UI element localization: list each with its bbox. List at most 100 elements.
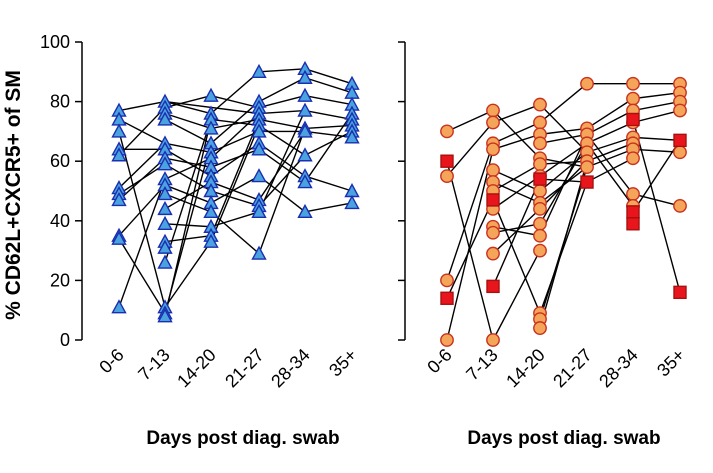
left-data-point (203, 233, 219, 248)
right-connection-line (586, 136, 634, 153)
right-connection-line (492, 250, 541, 341)
right-connection-line (446, 143, 494, 281)
right-connection-line (539, 83, 588, 124)
right-data-point (626, 112, 640, 127)
right-connection-line (539, 142, 588, 177)
left-data-point (297, 203, 313, 219)
left-connection-line (164, 119, 212, 263)
left-x-tick-label: 0-6 (95, 345, 128, 378)
left-connection-line (210, 101, 260, 144)
y-tick-label: 40 (50, 211, 70, 231)
left-data-point (157, 111, 173, 126)
right-connection-line (539, 151, 588, 192)
left-connection-line (210, 211, 260, 255)
left-connection-line (118, 107, 166, 156)
right-connection-line (446, 199, 494, 299)
y-tick-label: 20 (50, 270, 70, 290)
right-data-point (673, 103, 687, 118)
left-data-point (297, 102, 313, 117)
left-data-point (111, 147, 127, 162)
right-data-point (580, 76, 594, 91)
right-data-point (440, 169, 454, 184)
left-connection-line (210, 211, 260, 228)
right-x-tick-label: 21-27 (549, 345, 596, 392)
right-data-point (440, 273, 454, 288)
right-data-point (533, 228, 547, 243)
left-x-axis-label: Days post diag. swab (146, 428, 339, 449)
left-connection-line (164, 119, 212, 317)
left-data-point (297, 69, 313, 84)
left-connection-line (304, 113, 353, 183)
left-connection-line (304, 175, 353, 192)
right-data-point (533, 184, 547, 198)
right-connection-line (539, 127, 588, 136)
right-connection-line (586, 121, 634, 144)
left-data-point (157, 308, 173, 323)
left-connection-line (210, 190, 260, 207)
right-connection-line (446, 149, 494, 341)
left-data-point (297, 87, 313, 102)
right-data-point (626, 205, 640, 219)
right-connection-line (586, 157, 634, 183)
right-connection-line (492, 178, 541, 287)
right-data-point (626, 187, 640, 201)
left-connection-line (210, 148, 260, 168)
left-connection-line (118, 131, 166, 308)
left-data-point (344, 183, 360, 198)
left-connection-line (304, 109, 353, 121)
right-data-point (626, 91, 640, 106)
left-x-tick-label: 28-34 (267, 345, 314, 392)
right-connection-line (492, 223, 541, 234)
left-connection-line (118, 142, 166, 189)
right-connection-line (632, 109, 681, 124)
right-x-tick-label: 35+ (653, 345, 689, 381)
right-data-point (440, 124, 454, 139)
left-data-point (157, 186, 173, 201)
right-connection-line (492, 133, 541, 150)
right-data-point (486, 225, 500, 240)
left-data-point (157, 254, 173, 269)
right-connection-line (446, 122, 494, 177)
left-connection-line (304, 202, 353, 213)
right-connection-line (492, 110, 541, 159)
left-data-point (203, 203, 219, 219)
y-tick-label: 80 (50, 92, 70, 112)
left-data-point (344, 129, 360, 144)
right-connection-line (632, 193, 681, 207)
left-data-point (111, 299, 127, 314)
right-x-tick-label: 7-13 (462, 345, 502, 385)
right-connection-line (492, 121, 541, 144)
left-data-point (344, 194, 360, 210)
left-connection-line (304, 130, 353, 156)
right-data-point (486, 163, 500, 178)
right-data-point (440, 333, 454, 347)
left-connection-line (210, 71, 260, 115)
right-data-point (533, 97, 547, 112)
left-data-point (297, 123, 313, 138)
left-data-point (157, 239, 173, 254)
right-connection-line (586, 142, 634, 207)
left-data-point (203, 120, 219, 135)
right-data-point (533, 157, 547, 172)
right-data-point (486, 115, 500, 130)
left-connection-line (164, 112, 212, 130)
right-connection-line (539, 133, 588, 145)
left-connection-line (304, 68, 353, 85)
left-connection-line (164, 157, 212, 168)
left-connection-line (304, 124, 353, 130)
left-connection-line (258, 109, 306, 115)
right-data-point (673, 133, 687, 148)
right-data-point (440, 154, 454, 168)
right-connection-line (586, 142, 634, 162)
left-connection-line (210, 125, 260, 242)
right-data-point (626, 217, 640, 231)
right-data-point (486, 246, 500, 261)
right-data-point (533, 321, 547, 335)
y-tick-label: 100 (40, 32, 70, 52)
left-data-point (157, 200, 173, 216)
right-connection-line (492, 163, 541, 192)
left-connection-line (258, 175, 306, 213)
left-connection-line (258, 68, 306, 73)
right-x-tick-label: 0-6 (423, 345, 456, 378)
right-connection-line (632, 100, 681, 112)
